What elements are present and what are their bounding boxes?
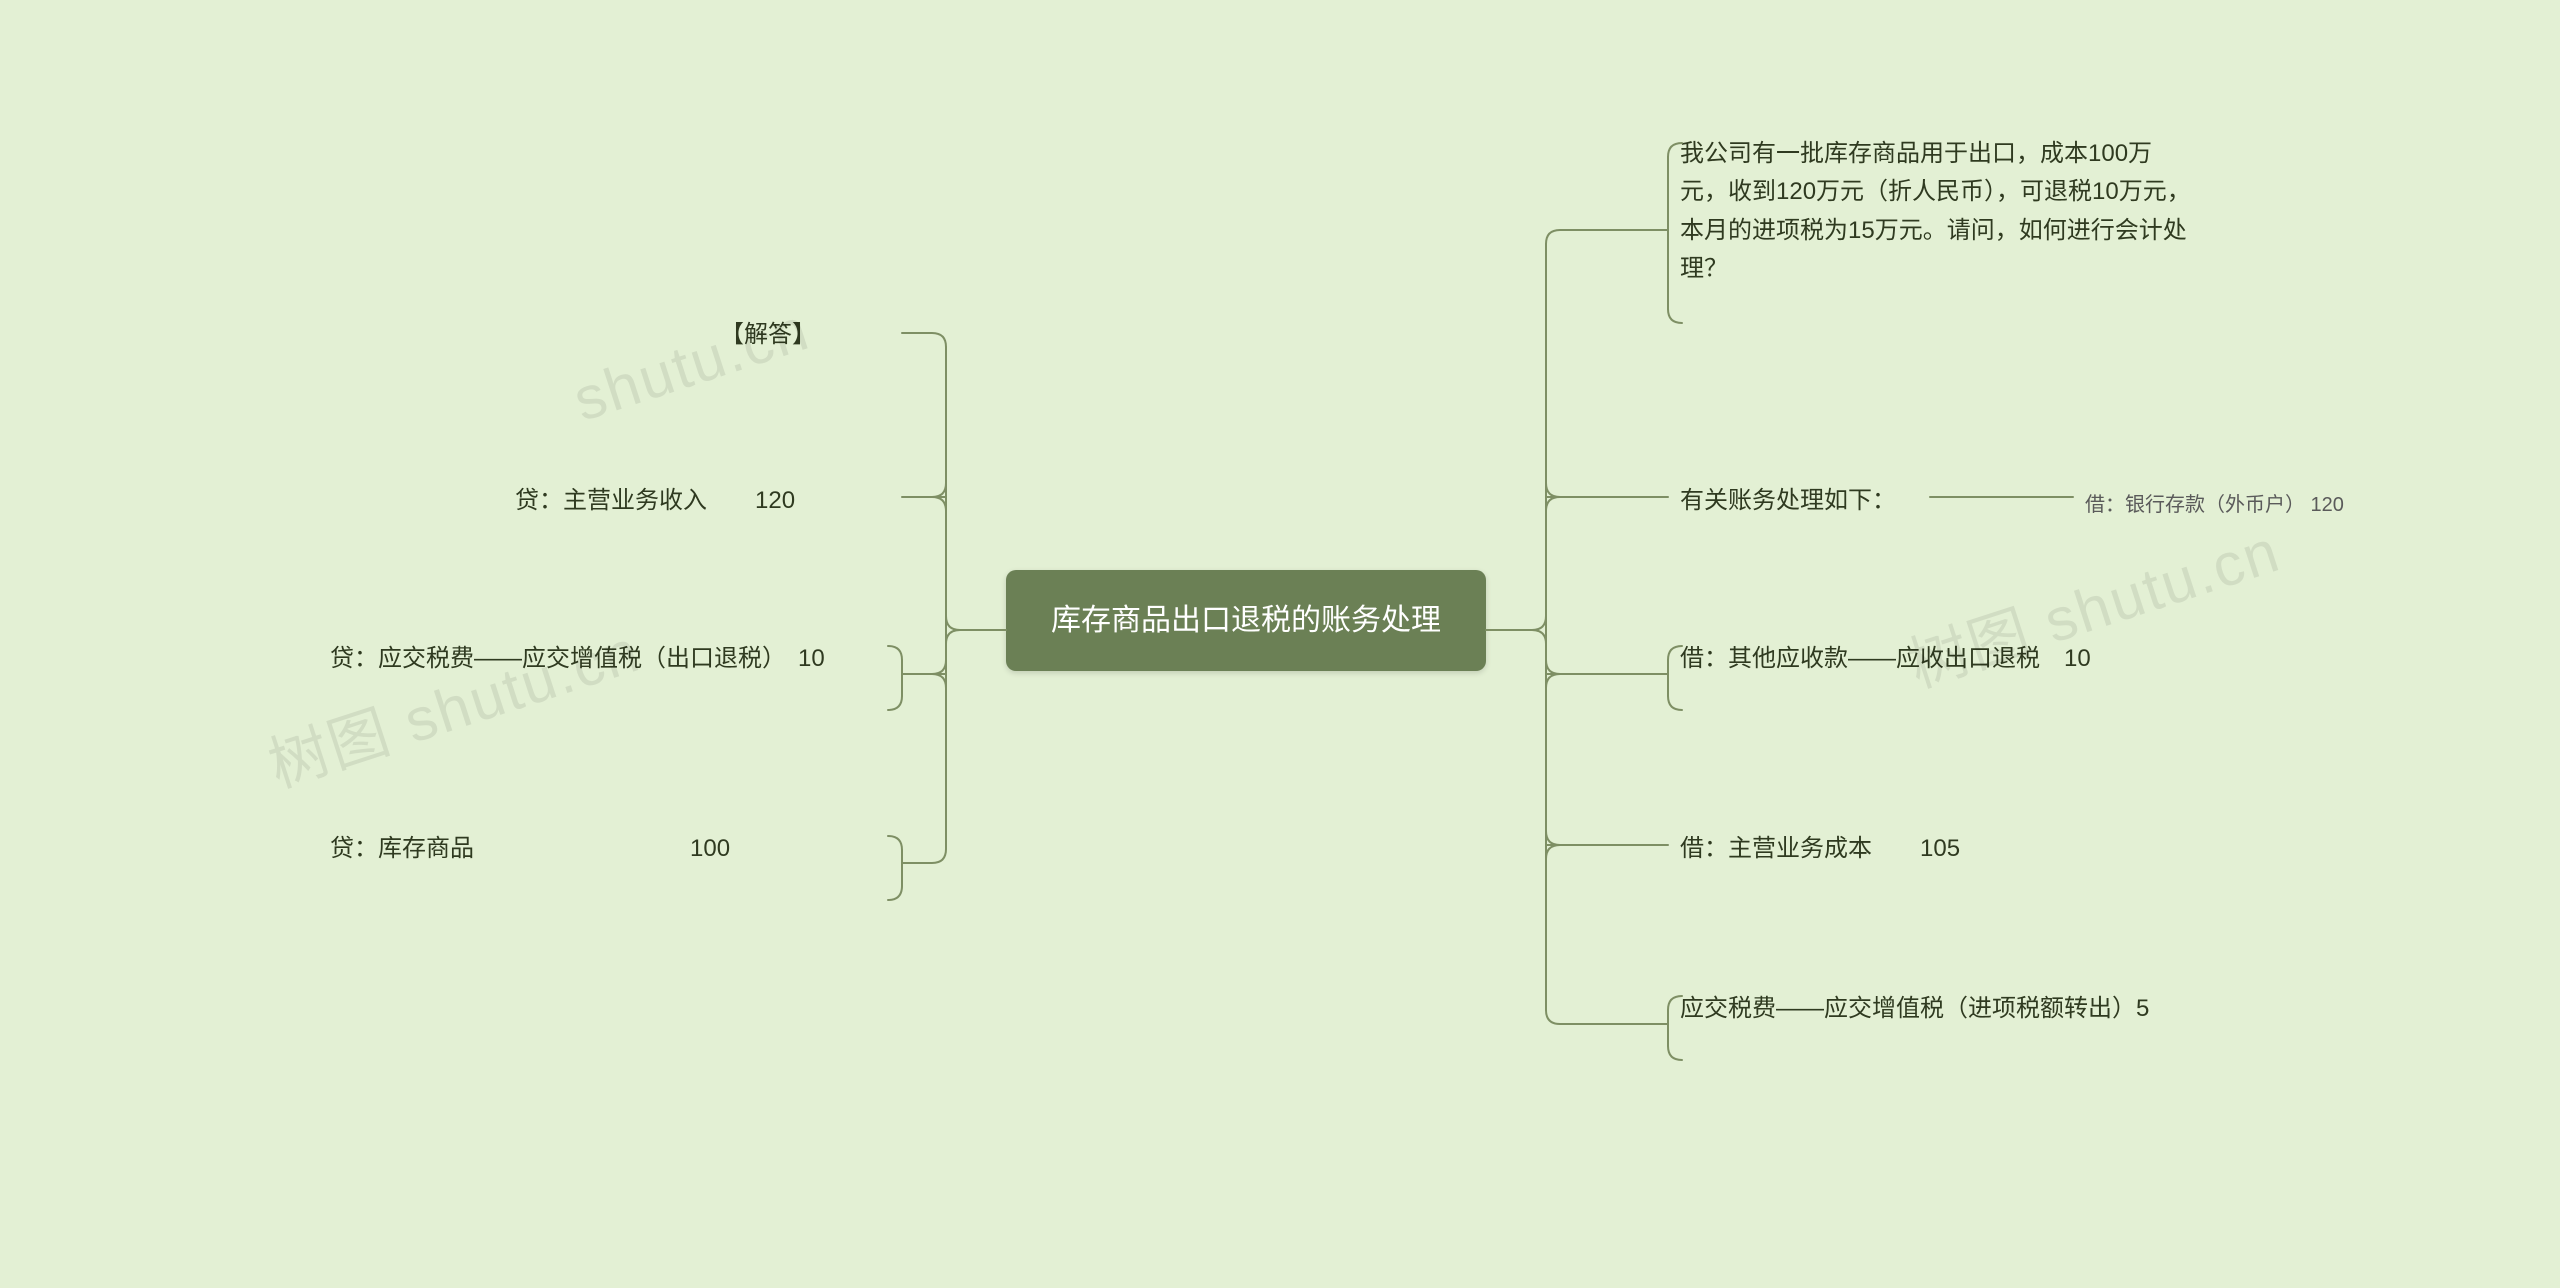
watermark: 树图 shutu.cn — [256, 603, 650, 805]
mindmap-root: 库存商品出口退税的账务处理 — [1006, 570, 1486, 671]
left-node-4: 贷：库存商品 100 — [330, 830, 890, 868]
right-node-4: 借：主营业务成本 105 — [1680, 830, 2040, 868]
right-node-2: 有关账务处理如下： — [1680, 482, 1980, 520]
watermark: shutu.cn — [565, 294, 817, 435]
right-node-1: 我公司有一批库存商品用于出口，成本100万元，收到120万元（折人民币），可退税… — [1680, 135, 2200, 289]
right-node-2-child: 借：银行存款（外币户） 120 — [2085, 488, 2344, 517]
right-node-5: 应交税费——应交增值税（进项税额转出）5 — [1680, 990, 2160, 1028]
left-node-2: 贷：主营业务收入 120 — [515, 482, 885, 520]
